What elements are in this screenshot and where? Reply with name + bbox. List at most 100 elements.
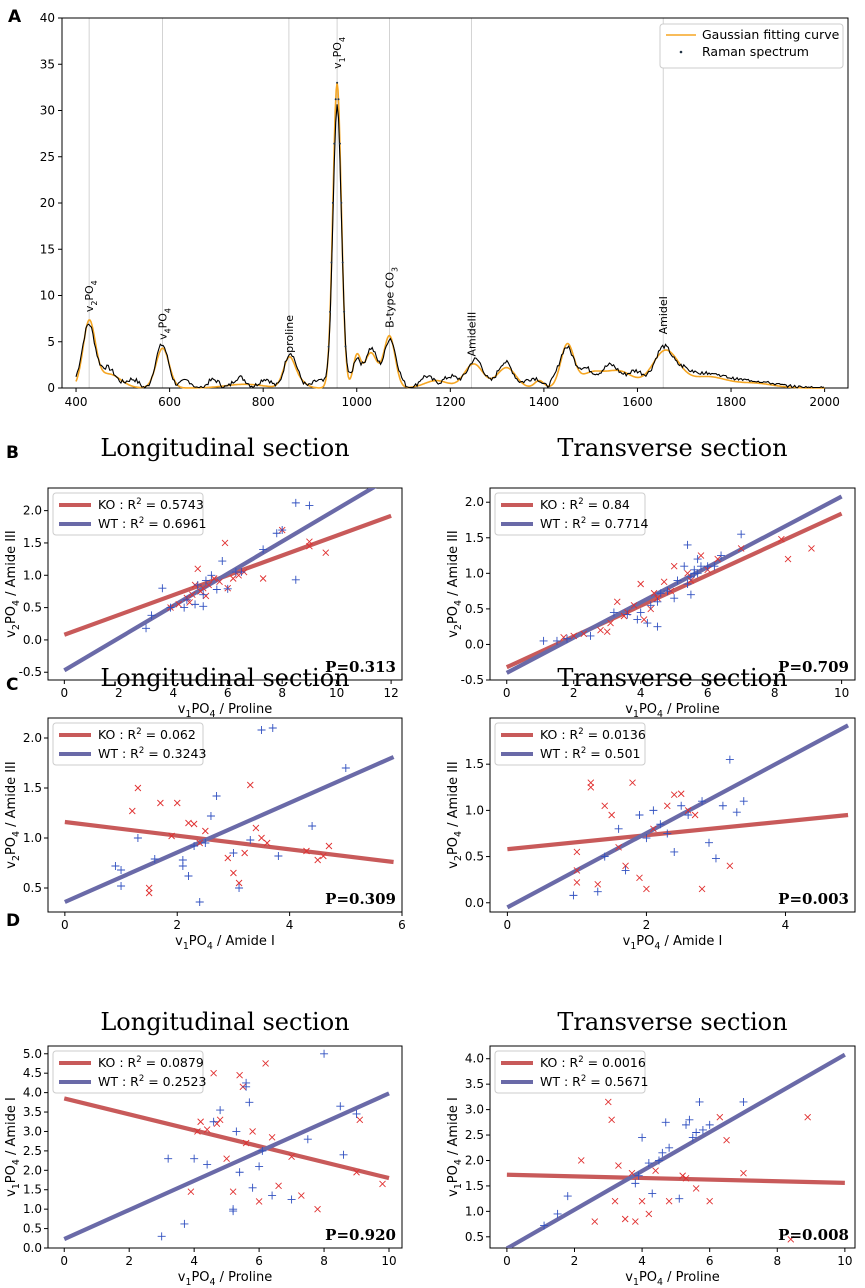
ko-point	[145, 889, 153, 897]
wt-point	[646, 601, 655, 610]
x-tick-label: 6	[398, 918, 406, 932]
wt-point	[150, 855, 159, 863]
y-tick-label: 35	[40, 57, 55, 71]
ko-point	[145, 884, 153, 892]
ko-point	[570, 632, 578, 640]
p-value: P=0.309	[325, 890, 396, 908]
ko-point	[787, 1236, 795, 1243]
ko-point	[723, 1136, 730, 1144]
y-tick-label: 15	[40, 242, 55, 256]
x-tick-label: 1200	[435, 395, 466, 409]
fit-line-ko	[506, 1172, 845, 1185]
wt-point	[690, 569, 699, 578]
legend: KO : R2 = 0.0136 WT : R2 = 0.501	[494, 722, 646, 766]
ko-point	[134, 784, 142, 792]
x-tick-label: 8	[278, 686, 286, 700]
fit-line-wt	[63, 488, 377, 673]
ko-point	[203, 1126, 211, 1133]
ko-point	[698, 885, 706, 893]
wt-point	[563, 634, 572, 643]
wt-point	[698, 1125, 707, 1134]
ko-point	[189, 591, 196, 598]
wt-point	[201, 576, 210, 585]
wt-point	[184, 872, 193, 880]
raman-point	[343, 310, 346, 313]
wt-point	[686, 572, 695, 581]
y-axis-label: v1PO4 / Amide I	[446, 1097, 464, 1197]
x-axis-label: v1PO4 / Proline	[178, 702, 272, 720]
ko-point	[252, 824, 260, 832]
fit-lines	[506, 723, 850, 910]
ko-point	[314, 1205, 321, 1213]
wt-point	[218, 557, 227, 566]
ko-point	[628, 1169, 636, 1177]
wt-point	[352, 1109, 361, 1118]
x-tick-label: 10	[381, 1254, 396, 1268]
ko-point	[603, 628, 611, 635]
p-value: P=0.920	[325, 1226, 396, 1244]
fit-lines	[63, 488, 392, 673]
ko-point	[236, 1071, 243, 1079]
x-tick-label: 0	[503, 686, 511, 700]
wt-point	[133, 834, 142, 842]
ko-point	[216, 578, 223, 586]
wt-point	[600, 852, 609, 861]
wt-point	[190, 1154, 199, 1163]
legend: KO : R2 = 0.0879 WT : R2 = 0.2523	[52, 1050, 206, 1094]
y-tick-label: 2.0	[465, 495, 484, 509]
ko-point	[740, 1169, 747, 1177]
y-tick-label: 0.5	[465, 850, 484, 864]
wt-point	[711, 854, 720, 863]
y-tick-label: 3.5	[465, 1077, 484, 1091]
ko-point	[262, 1060, 269, 1067]
axes-frame	[47, 717, 403, 913]
wt-point	[158, 584, 167, 593]
y-tick-label: 2.5	[465, 1128, 484, 1142]
y-axis-label: v2PO4 / Amide III	[446, 761, 464, 868]
x-tick-label: 800	[252, 395, 275, 409]
y-tick-label: 3.5	[23, 1105, 42, 1119]
ko-point	[175, 601, 183, 608]
wt-point	[656, 589, 665, 598]
wt-point	[246, 836, 255, 844]
y-tick-label: 2.0	[23, 1163, 42, 1177]
legend-label-wt: WT : R2 = 0.2523	[98, 1074, 206, 1089]
wt-point	[631, 1179, 640, 1188]
scatter-chart-D2: Transverse section 0 2 4 6 8 10 0.5 1.0 1.5 2.0 2.5…	[446, 1008, 856, 1288]
ko-point	[275, 1182, 282, 1190]
wt-point	[648, 1189, 657, 1198]
wt-point	[274, 852, 283, 860]
ko-point	[241, 849, 248, 857]
wt-point	[237, 568, 246, 577]
x-axis-label: v1PO4 / Proline	[625, 1270, 719, 1288]
wt-point	[609, 608, 618, 617]
wt-point	[661, 1118, 670, 1127]
peak-label: v4PO4	[157, 308, 173, 340]
ko-point	[229, 575, 237, 582]
ko-point	[221, 539, 229, 547]
wt-point	[191, 600, 200, 609]
y-axis-label: v1PO4 / Amide I	[4, 1097, 22, 1197]
fit-lines	[63, 1091, 390, 1241]
ko-point	[804, 1113, 812, 1121]
raman-point	[333, 142, 336, 145]
wt-point	[654, 1156, 663, 1165]
ko-point	[691, 811, 699, 819]
wt-point	[634, 1171, 643, 1180]
y-tick-label: 3.0	[465, 1103, 484, 1117]
ko-point	[573, 848, 581, 856]
y-axis-label: v2PO4 / Amide III	[4, 761, 22, 868]
axes-frame	[489, 1045, 856, 1249]
wt-point	[272, 529, 281, 538]
legend: KO : R2 = 0.062 WT : R2 = 0.3243	[52, 722, 206, 766]
y-tick-label: 20	[40, 196, 55, 210]
wt-point	[193, 580, 202, 589]
ko-point	[314, 856, 322, 864]
wt-point	[739, 797, 748, 806]
peak-label: v2PO4	[83, 280, 99, 312]
raman-point	[329, 310, 332, 313]
fit-line-ko	[63, 1096, 390, 1181]
wt-point	[180, 603, 189, 612]
wt-point	[207, 571, 216, 580]
